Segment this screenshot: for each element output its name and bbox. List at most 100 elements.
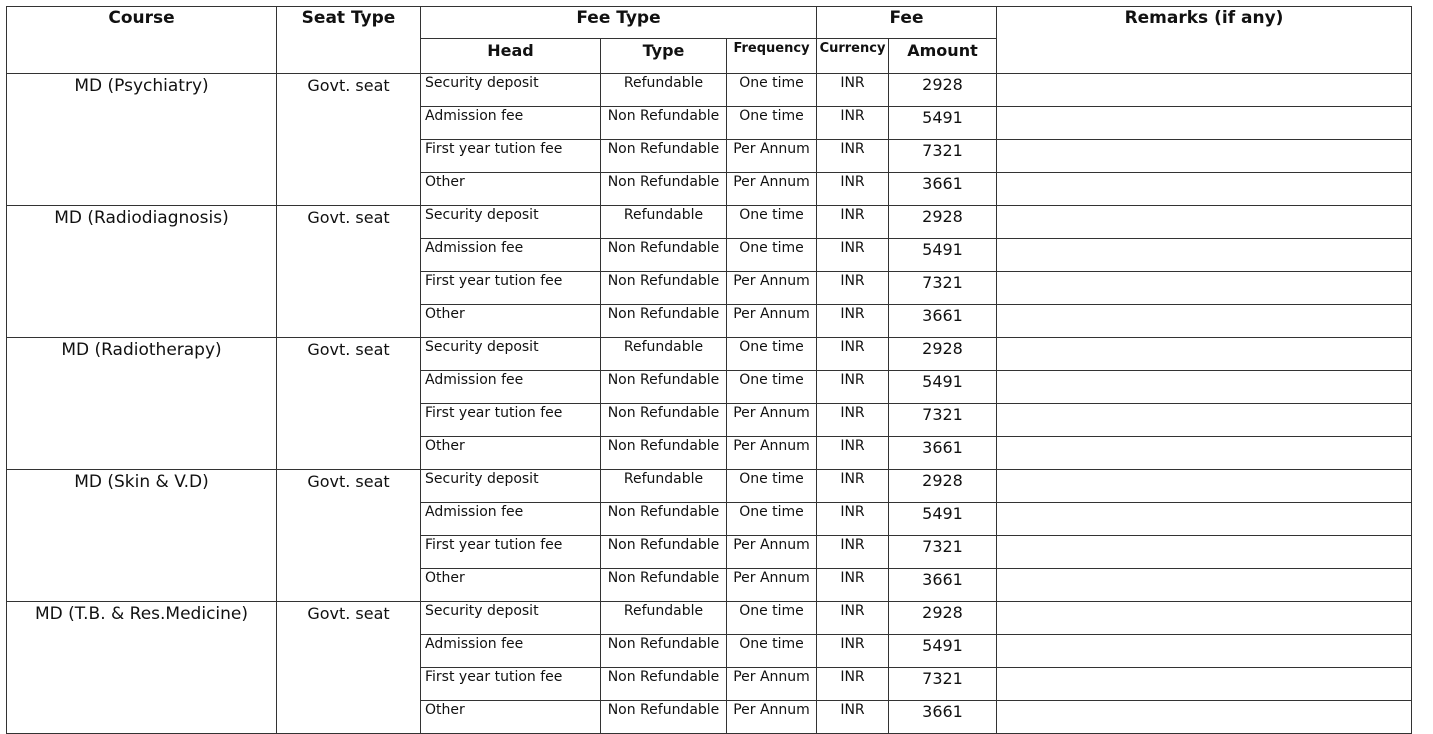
fee-amount: 2928 (888, 469, 997, 503)
fee-frequency: Per Annum (726, 139, 817, 173)
fee-amount: 2928 (888, 205, 997, 239)
fee-amount: 5491 (888, 370, 997, 404)
fee-frequency: Per Annum (726, 535, 817, 569)
table-row: First year tution fee Non Refundable Per A… (7, 139, 1412, 173)
fee-head: Admission fee (420, 370, 601, 404)
fee-head: First year tution fee (420, 403, 601, 437)
remarks (996, 667, 1412, 701)
fee-head: Other (420, 568, 601, 602)
fee-frequency: Per Annum (726, 568, 817, 602)
table-row: MD (Radiodiagnosis) Govt. seat Security de… (6, 205, 1412, 338)
fee-type: Non Refundable (600, 535, 727, 569)
fee-type: Refundable (600, 73, 727, 107)
fee-currency: INR (816, 304, 889, 338)
fee-currency: INR (816, 469, 889, 503)
fee-frequency: One time (726, 601, 817, 635)
fee-frequency: Per Annum (726, 436, 817, 470)
fee-type: Non Refundable (600, 436, 727, 470)
fee-type: Non Refundable (600, 502, 727, 536)
fee-amount: 3661 (888, 304, 997, 338)
fee-currency: INR (816, 337, 889, 371)
remarks (996, 535, 1412, 569)
fee-currency: INR (816, 403, 889, 437)
fee-currency: INR (816, 568, 889, 602)
remarks (996, 568, 1412, 602)
header-fee: Fee (816, 6, 997, 39)
remarks (996, 139, 1412, 173)
header-fee-type: Fee Type (420, 6, 817, 39)
fee-currency: INR (816, 73, 889, 107)
fee-head: Admission fee (420, 502, 601, 536)
fee-type: Non Refundable (600, 304, 727, 338)
fee-head: Other (420, 172, 601, 206)
fee-type: Non Refundable (600, 634, 727, 668)
remarks (996, 601, 1412, 635)
fee-frequency: One time (726, 634, 817, 668)
fee-currency: INR (816, 238, 889, 272)
fee-head: Other (420, 436, 601, 470)
fee-amount: 3661 (888, 568, 997, 602)
remarks (996, 700, 1412, 734)
remarks (996, 436, 1412, 470)
table-row: Admission fee Non Refundable One time INR 54… (7, 106, 1412, 140)
fee-frequency: One time (726, 469, 817, 503)
remarks (996, 337, 1412, 371)
fee-head: First year tution fee (420, 667, 601, 701)
fee-type: Non Refundable (600, 667, 727, 701)
course-name: MD (Radiodiagnosis) (6, 205, 277, 338)
fee-currency: INR (816, 271, 889, 305)
fee-frequency: One time (726, 337, 817, 371)
fee-currency: INR (816, 205, 889, 239)
table-row: Admission fee Non Refundable One time INR 54… (7, 238, 1412, 272)
header-row-2: Head Type Frequency Currency Amount (7, 38, 1412, 74)
fee-frequency: One time (726, 205, 817, 239)
fee-frequency: One time (726, 106, 817, 140)
course-name: MD (Psychiatry) (6, 73, 277, 206)
fee-amount: 7321 (888, 535, 997, 569)
fee-frequency: One time (726, 238, 817, 272)
fee-type: Non Refundable (600, 106, 727, 140)
remarks (996, 370, 1412, 404)
table-row: First year tution fee Non Refundable Per A… (7, 667, 1412, 701)
remarks (996, 172, 1412, 206)
fee-currency: INR (816, 535, 889, 569)
seat-type: Govt. seat (276, 601, 421, 734)
fee-amount: 2928 (888, 337, 997, 371)
fee-currency: INR (816, 436, 889, 470)
fee-currency: INR (816, 502, 889, 536)
fee-currency: INR (816, 172, 889, 206)
fee-frequency: Per Annum (726, 271, 817, 305)
header-head: Head (420, 38, 601, 74)
fee-head: Security deposit (420, 73, 601, 107)
fee-frequency: Per Annum (726, 700, 817, 734)
header-row-1: Course Seat Type Fee Type Fee Remarks (i… (6, 6, 1412, 74)
fee-amount: 2928 (888, 601, 997, 635)
fee-head: Admission fee (420, 238, 601, 272)
fee-type: Refundable (600, 337, 727, 371)
header-amount: Amount (888, 38, 997, 74)
fee-type: Non Refundable (600, 700, 727, 734)
fee-frequency: One time (726, 370, 817, 404)
table-row: MD (Psychiatry) Govt. seat Security deposi… (6, 73, 1412, 206)
fee-table: Course Seat Type Fee Type Fee Remarks (i… (6, 6, 1412, 734)
remarks (996, 502, 1412, 536)
fee-amount: 5491 (888, 634, 997, 668)
fee-type: Non Refundable (600, 139, 727, 173)
table-row: MD (T.B. & Res.Medicine) Govt. seat Securi… (6, 601, 1412, 734)
table-row: Other Non Refundable Per Annum INR 3661 (7, 172, 1412, 206)
fee-table-body: MD (Psychiatry) Govt. seat Security deposi… (6, 73, 1412, 734)
remarks (996, 73, 1412, 107)
header-frequency: Frequency (726, 38, 817, 74)
fee-frequency: One time (726, 73, 817, 107)
remarks (996, 304, 1412, 338)
fee-frequency: Per Annum (726, 667, 817, 701)
fee-type: Refundable (600, 601, 727, 635)
header-course: Course (6, 6, 277, 74)
fee-frequency: One time (726, 502, 817, 536)
table-row: Other Non Refundable Per Annum INR 3661 (7, 568, 1412, 602)
remarks (996, 106, 1412, 140)
table-row: Admission fee Non Refundable One time INR 54… (7, 634, 1412, 668)
fee-amount: 7321 (888, 403, 997, 437)
fee-head: Security deposit (420, 205, 601, 239)
fee-head: Security deposit (420, 601, 601, 635)
